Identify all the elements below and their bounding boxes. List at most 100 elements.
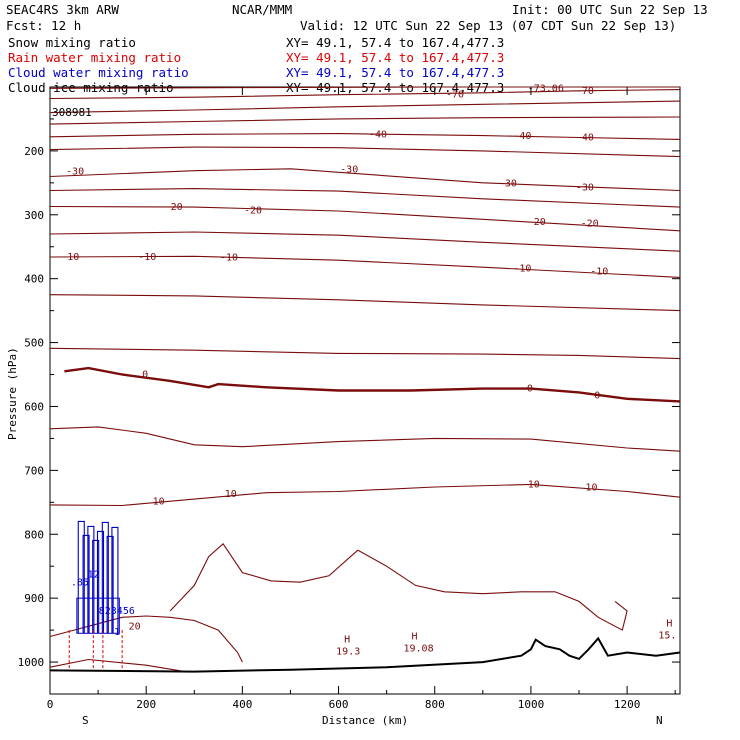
- x-tick-label: 200: [136, 698, 156, 711]
- contour-value-label: -20: [244, 205, 262, 216]
- y-tick-label: 800: [24, 528, 44, 541]
- y-tick-label: 400: [24, 273, 44, 286]
- cloud-water-contour: [87, 525, 95, 634]
- y-tick-label: 300: [24, 209, 44, 222]
- temperature-contour: [49, 658, 185, 673]
- cloud-water-contour: [111, 526, 119, 634]
- top-label: 308981: [52, 106, 92, 119]
- field-xy-cloud-water: XY= 49.1, 57.4 to 167.4,477.3: [286, 65, 504, 80]
- y-tick-label: 900: [24, 592, 44, 605]
- contour-value-label: -10: [138, 252, 156, 263]
- freezing-level-line: [64, 366, 681, 403]
- contour-value-label: -20: [528, 217, 546, 228]
- high-marker: H: [666, 618, 672, 629]
- contour-value-label: 10: [225, 489, 237, 500]
- north-label: N: [656, 714, 663, 727]
- x-tick-label: 1000: [518, 698, 545, 711]
- cloud-water-contour: [96, 530, 105, 634]
- cloud-water-contour: [82, 534, 90, 634]
- contour-value-label: -70: [446, 90, 464, 101]
- x-tick-label: 0: [47, 698, 54, 711]
- contour-value-label: -30: [576, 182, 594, 193]
- temperature-contour: [49, 146, 681, 158]
- cloud-water-contour: [92, 539, 100, 634]
- contour-value-label: -73.06: [528, 83, 564, 94]
- contour-value-label: -20: [581, 219, 599, 230]
- field-xy-snow: XY= 49.1, 57.4 to 167.4,477.3: [286, 35, 504, 50]
- contour-value-label: -40: [369, 129, 387, 140]
- contour-value-label: -30: [340, 164, 358, 175]
- temperature-contour: [49, 89, 681, 100]
- x-axis-label: Distance (km): [322, 714, 408, 727]
- y-tick-label: 1000: [18, 656, 44, 669]
- cloud-water-contour: [101, 521, 109, 634]
- y-tick-label: 500: [24, 337, 44, 350]
- temperature-contour: [49, 255, 681, 278]
- temperature-contour: [49, 615, 243, 663]
- high-marker: H: [344, 634, 350, 645]
- cloud-water-label: 1: [114, 627, 120, 638]
- cloud-water-contour: [76, 597, 120, 634]
- terrain-line: [49, 636, 681, 673]
- field-label-snow: Snow mixing ratio: [8, 35, 136, 50]
- terrain-surface: [49, 636, 681, 673]
- model-title: SEAC4RS 3km ARW: [6, 2, 119, 17]
- init-time: Init: 00 UTC Sun 22 Sep 13: [512, 2, 708, 17]
- contour-value-label: -10: [61, 252, 79, 263]
- contour-value-label: -30: [499, 178, 517, 189]
- freezing-level-contour: [64, 366, 681, 403]
- contour-value-label: -70: [576, 86, 594, 97]
- temperature-contour: [49, 483, 681, 507]
- forecast-hour: Fcst: 12 h: [6, 18, 81, 33]
- high-value: 19.3: [336, 646, 360, 657]
- temperature-contour: [169, 542, 628, 631]
- cloud-water-contour: [77, 520, 85, 634]
- temperature-contour: [49, 205, 681, 232]
- institution-label: NCAR/MMM: [232, 2, 292, 17]
- temperature-contour: [49, 426, 681, 452]
- high-value: 15.: [658, 630, 676, 641]
- cloud-water-label: 12: [88, 570, 100, 581]
- freezing-level-label: 0: [527, 384, 533, 395]
- x-tick-label: 800: [425, 698, 445, 711]
- cloud-water-cells: [68, 520, 123, 670]
- temperature-contour: [49, 188, 681, 208]
- temperature-contour: [49, 133, 681, 140]
- freezing-level-label: 0: [142, 370, 148, 381]
- field-xy-rain: XY= 49.1, 57.4 to 167.4,477.3: [286, 50, 504, 65]
- y-axis-label: Pressure (hPa): [6, 347, 19, 440]
- contour-value-label: -10: [590, 267, 608, 278]
- temperature-contour: [49, 294, 681, 312]
- south-label: S: [82, 714, 89, 727]
- contour-value-label: -10: [513, 263, 531, 274]
- cloud-water-label: 823456: [99, 606, 135, 617]
- contour-value-label: 10: [528, 479, 540, 490]
- contour-value-label: 10: [585, 483, 597, 494]
- field-list: Snow mixing ratio XY= 49.1, 57.4 to 167.…: [8, 35, 504, 95]
- axes: 0 200 400 600 800 1000 12002003004005006007008…: [18, 87, 680, 711]
- x-tick-label: 600: [329, 698, 349, 711]
- y-tick-label: 600: [24, 400, 44, 413]
- contour-value-label: 10: [153, 497, 165, 508]
- high-marker: H: [411, 631, 417, 642]
- contour-labels: -70 -70 -73.06 -40 -40 -40 -30 -30 -30 -30 -20 -20 -…: [61, 83, 676, 657]
- contour-value-label: -40: [576, 132, 594, 143]
- field-label-cloud-water: Cloud water mixing ratio: [8, 65, 189, 80]
- field-label-rain: Rain water mixing ratio: [8, 50, 181, 65]
- y-tick-label: 700: [24, 464, 44, 477]
- freezing-level-label: 0: [594, 391, 600, 402]
- valid-time: Valid: 12 UTC Sun 22 Sep 13 (07 CDT Sun …: [300, 18, 676, 33]
- temperature-contour: [49, 100, 681, 114]
- temperature-contour: [49, 231, 681, 252]
- contour-value-label: -20: [165, 202, 183, 213]
- header: SEAC4RS 3km ARW NCAR/MMM Init: 00 UTC Su…: [6, 2, 708, 33]
- x-tick-label: 1200: [614, 698, 641, 711]
- high-value: 19.08: [403, 643, 433, 654]
- temperature-contour: [49, 168, 681, 192]
- x-tick-label: 400: [232, 698, 252, 711]
- temperature-contour: [49, 116, 681, 125]
- cloud-water-label: .85: [71, 577, 89, 588]
- y-tick-label: 200: [24, 145, 44, 158]
- temperature-contour: [49, 347, 681, 360]
